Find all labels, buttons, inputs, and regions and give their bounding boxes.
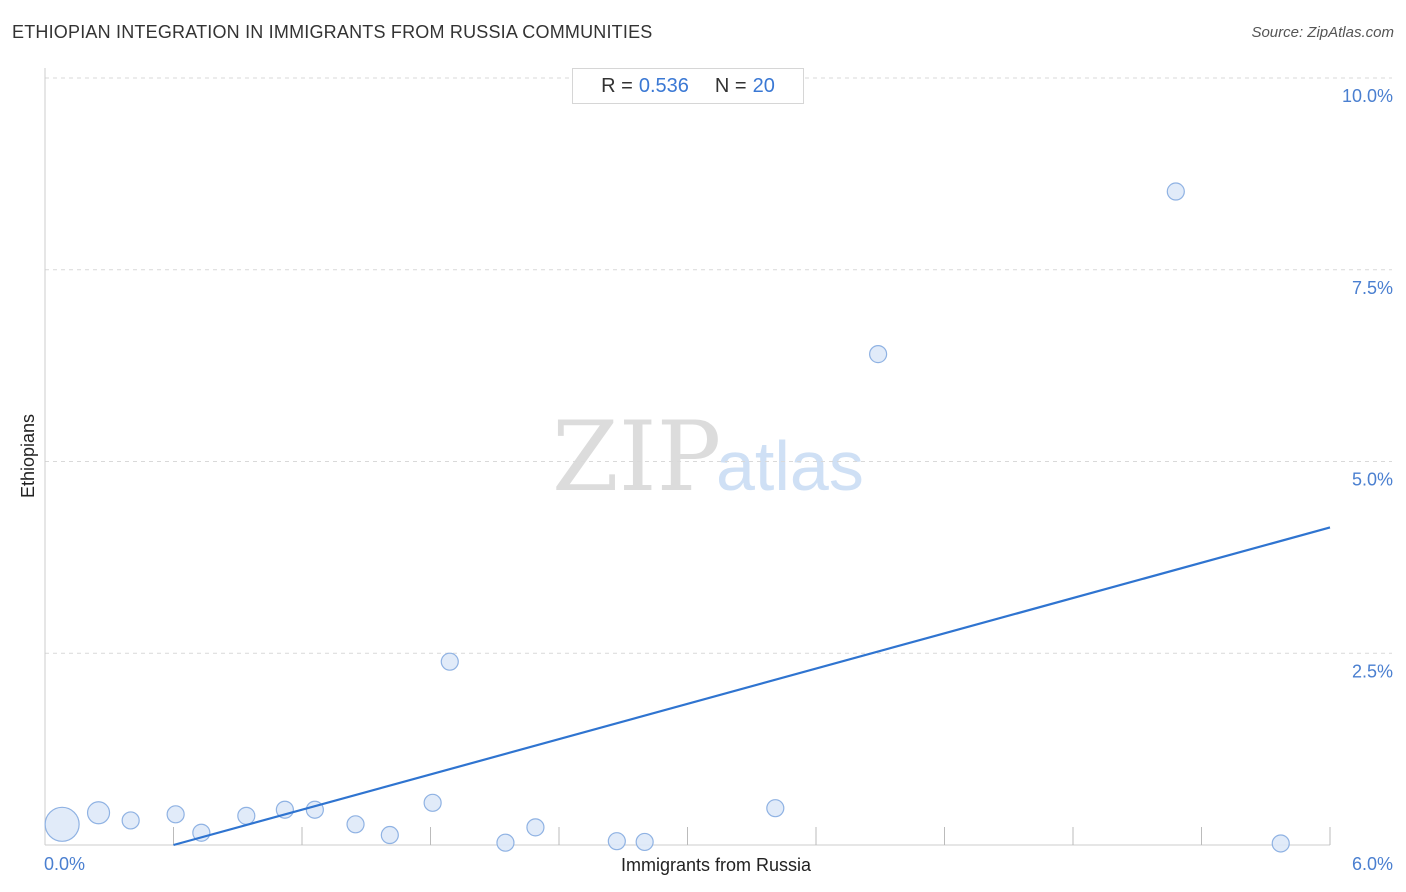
watermark-zip: ZIP <box>552 401 721 513</box>
data-point-19 <box>1271 834 1290 853</box>
zipatlas-watermark: ZIP atlas <box>552 401 864 513</box>
y-tick-label-2: 7.5% <box>1352 278 1393 298</box>
x-axis-ticks <box>173 827 1331 845</box>
data-points <box>44 182 1290 853</box>
y-axis-tick-labels: 2.5% 5.0% 7.5% 10.0% <box>1342 86 1393 681</box>
x-tick-label-0: 0.0% <box>44 854 85 874</box>
x-axis-tick-labels: 0.0% 6.0% <box>44 854 1393 874</box>
gridlines <box>45 77 1392 654</box>
x-tick-label-1: 6.0% <box>1352 854 1393 874</box>
y-tick-label-1: 5.0% <box>1352 470 1393 490</box>
r-value: 0.536 <box>638 74 689 97</box>
data-point-8 <box>346 815 365 834</box>
data-point-1 <box>86 801 111 825</box>
x-axis-title: Immigrants from Russia <box>621 855 812 875</box>
data-point-15 <box>635 832 654 852</box>
data-point-9 <box>380 825 399 845</box>
n-label: N = <box>714 74 747 97</box>
data-point-18 <box>1166 182 1185 201</box>
source-credit: Source: ZipAtlas.com <box>1251 24 1394 41</box>
data-point-11 <box>440 652 459 671</box>
data-point-0 <box>44 806 80 842</box>
watermark-atlas: atlas <box>716 427 864 505</box>
data-point-2 <box>121 811 140 830</box>
data-point-5 <box>237 806 256 825</box>
n-value: 20 <box>752 74 775 97</box>
r-label: R = <box>601 74 633 97</box>
data-point-3 <box>166 805 185 824</box>
y-tick-label-0: 2.5% <box>1352 661 1393 681</box>
data-point-17 <box>869 345 888 364</box>
trend-line <box>173 526 1331 847</box>
data-point-10 <box>423 793 442 812</box>
data-point-13 <box>526 818 545 837</box>
data-point-14 <box>607 832 626 851</box>
y-axis-title: Ethiopians <box>18 414 38 498</box>
y-tick-label-3: 10.0% <box>1342 86 1393 106</box>
chart-title: ETHIOPIAN INTEGRATION IN IMMIGRANTS FROM… <box>12 22 653 42</box>
data-point-12 <box>496 833 515 852</box>
trendline-group <box>173 526 1331 847</box>
correlation-stats-box: R = 0.536 N = 20 <box>572 68 804 104</box>
data-point-16 <box>766 799 785 818</box>
